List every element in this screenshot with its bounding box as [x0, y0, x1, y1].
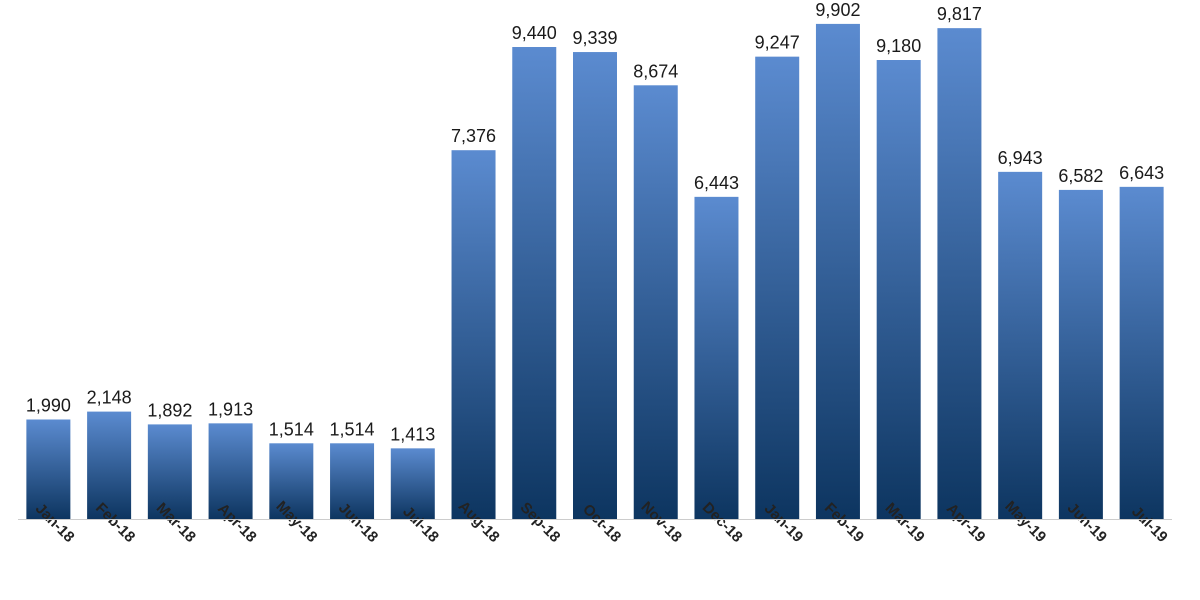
bar-jun-18	[330, 443, 375, 519]
bar-oct-18	[573, 52, 617, 520]
bar-mar-18	[147, 424, 192, 519]
value-labels-group: 1,990 2,148 1,892 1,913 1,514 1,514 1,413 7,376…	[26, 0, 1164, 444]
value-label-feb-18: 2,148	[87, 388, 132, 408]
value-label-may-18: 1,514	[269, 419, 314, 439]
bar-mar-19	[876, 60, 921, 519]
value-label-may-19: 6,943	[998, 148, 1043, 168]
bar-jul-19	[1119, 186, 1164, 519]
bar-feb-19	[815, 23, 860, 520]
value-label-sep-18: 9,440	[512, 23, 557, 43]
value-label-mar-19: 9,180	[876, 36, 921, 56]
value-label-mar-18: 1,892	[147, 400, 192, 420]
value-label-apr-18: 1,913	[208, 399, 253, 419]
bar-jul-18	[390, 448, 435, 519]
value-label-jul-19: 6,643	[1119, 163, 1164, 183]
bar-dec-18	[694, 196, 739, 519]
value-label-oct-18: 9,339	[572, 28, 617, 48]
value-label-apr-19: 9,817	[937, 4, 982, 24]
value-label-jun-19: 6,582	[1058, 166, 1103, 186]
bar-nov-18	[633, 85, 678, 520]
bar-apr-18	[208, 423, 253, 519]
bar-jun-19	[1058, 189, 1103, 519]
value-label-jan-19: 9,247	[755, 33, 800, 53]
bar-sep-18	[512, 47, 557, 519]
value-label-feb-19: 9,902	[815, 0, 860, 20]
value-label-jul-18: 1,413	[390, 424, 435, 444]
bar-feb-18	[87, 411, 132, 519]
value-label-aug-18: 7,376	[451, 126, 496, 146]
value-label-jun-18: 1,514	[330, 419, 375, 439]
bar-may-18	[269, 443, 314, 519]
value-label-dec-18: 6,443	[694, 173, 739, 193]
bar-may-19	[998, 171, 1043, 519]
bar-jan-18	[26, 419, 71, 519]
bar-jan-19	[755, 56, 800, 520]
bars-group	[26, 23, 1164, 520]
bar-apr-19	[937, 28, 982, 520]
value-label-jan-18: 1,990	[26, 396, 71, 416]
bar-aug-18	[451, 150, 496, 519]
value-label-nov-18: 8,674	[633, 61, 678, 81]
